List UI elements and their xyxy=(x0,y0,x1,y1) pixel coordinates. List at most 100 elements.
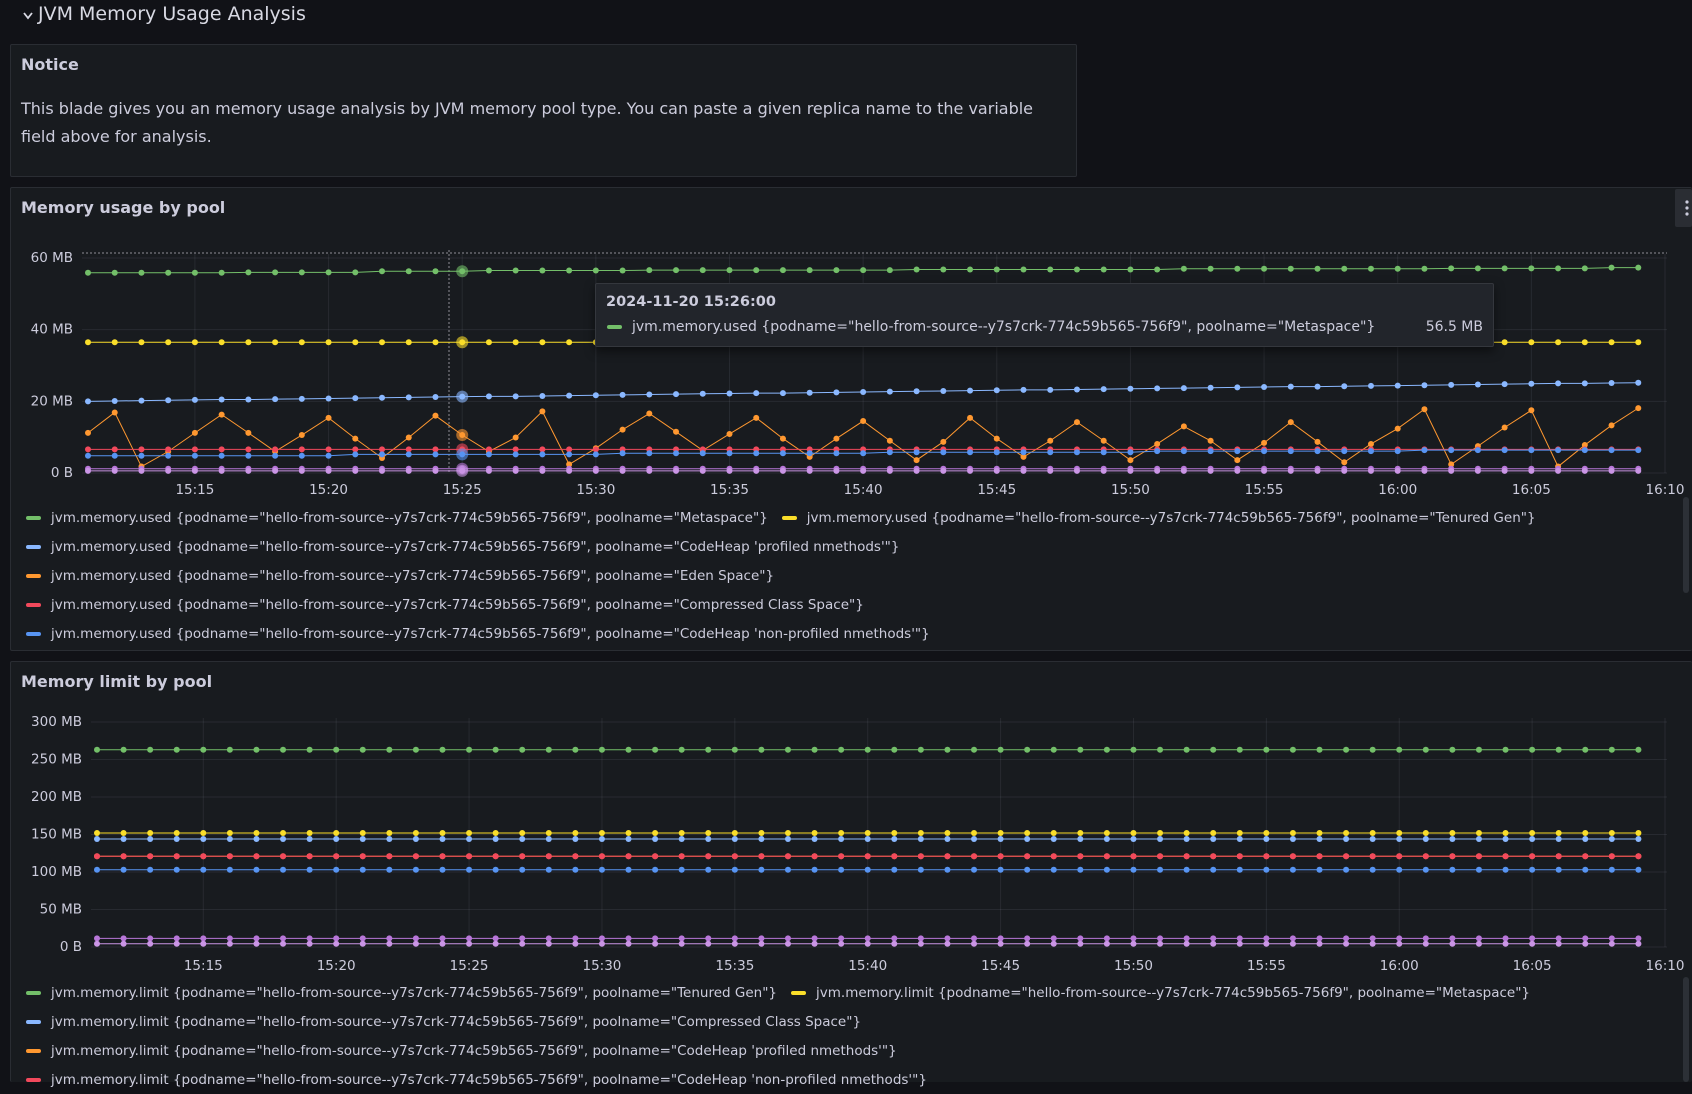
data-point xyxy=(572,935,579,942)
data-point xyxy=(466,836,473,842)
data-point xyxy=(1608,746,1615,753)
data-point xyxy=(1073,449,1080,456)
data-point xyxy=(1581,339,1588,346)
data-point xyxy=(333,853,340,860)
data-point xyxy=(359,940,366,947)
data-point xyxy=(1234,265,1241,272)
data-point xyxy=(253,940,260,947)
data-point xyxy=(592,467,599,474)
legend-item[interactable]: jvm.memory.used {podname="hello-from-sou… xyxy=(781,510,1536,526)
x-tick-label: 15:45 xyxy=(977,482,1016,498)
data-point xyxy=(1073,419,1080,426)
data-point xyxy=(1236,935,1243,942)
data-point xyxy=(512,267,519,274)
data-point xyxy=(1501,339,1508,346)
data-point xyxy=(539,446,546,453)
data-point xyxy=(439,836,446,842)
legend-item[interactable]: jvm.memory.used {podname="hello-from-sou… xyxy=(26,626,930,642)
data-point xyxy=(1050,853,1057,860)
legend-item[interactable]: jvm.memory.limit {podname="hello-from-so… xyxy=(26,1014,861,1030)
data-point xyxy=(1608,830,1615,836)
data-point xyxy=(85,446,91,453)
data-point xyxy=(1555,265,1562,272)
data-point xyxy=(1343,836,1350,842)
x-tick-label: 15:40 xyxy=(848,958,887,974)
data-point xyxy=(165,446,172,453)
legend-item[interactable]: jvm.memory.limit {podname="hello-from-so… xyxy=(26,985,777,1001)
data-point xyxy=(886,388,893,395)
data-point xyxy=(200,746,207,753)
data-point xyxy=(1421,406,1428,413)
data-point xyxy=(1077,935,1084,942)
x-tick-label: 15:50 xyxy=(1111,482,1150,498)
data-point xyxy=(572,940,579,947)
data-point xyxy=(1024,746,1031,753)
data-point xyxy=(1555,339,1562,346)
data-point xyxy=(306,746,313,753)
legend-swatch xyxy=(781,515,797,520)
data-point xyxy=(1582,830,1589,836)
data-point xyxy=(333,836,340,842)
data-point xyxy=(1234,384,1241,391)
data-point xyxy=(539,451,546,458)
data-point xyxy=(173,866,180,873)
data-point xyxy=(85,467,91,474)
data-point xyxy=(993,449,1000,456)
data-point xyxy=(512,393,519,400)
tooltip-swatch xyxy=(607,325,622,329)
data-point xyxy=(298,339,305,346)
data-point xyxy=(298,432,305,439)
legend-item[interactable]: jvm.memory.used {podname="hello-from-sou… xyxy=(26,539,899,555)
legend-item[interactable]: jvm.memory.limit {podname="hello-from-so… xyxy=(791,985,1530,1001)
data-point xyxy=(147,853,154,860)
collapse-chevron[interactable] xyxy=(22,10,34,22)
data-point xyxy=(120,866,127,873)
legend-scrollbar[interactable] xyxy=(1683,497,1689,593)
data-point xyxy=(492,935,499,942)
legend-swatch xyxy=(26,1048,41,1053)
legend-item[interactable]: jvm.memory.used {podname="hello-from-sou… xyxy=(26,597,864,613)
data-point xyxy=(598,836,605,842)
data-point xyxy=(226,853,233,860)
data-point xyxy=(1263,836,1270,842)
data-point xyxy=(1529,935,1536,942)
legend-swatch xyxy=(26,990,41,995)
data-point xyxy=(432,467,439,474)
data-point xyxy=(333,866,340,873)
data-point xyxy=(891,830,898,836)
data-point xyxy=(678,836,685,842)
data-point xyxy=(1289,853,1296,860)
data-point xyxy=(1180,467,1187,474)
data-point xyxy=(598,853,605,860)
data-point xyxy=(1077,853,1084,860)
data-point xyxy=(1502,866,1509,873)
data-point xyxy=(1369,830,1376,836)
section-title[interactable]: JVM Memory Usage Analysis xyxy=(38,3,306,25)
data-point xyxy=(545,830,552,836)
data-point xyxy=(1289,746,1296,753)
legend-item[interactable]: jvm.memory.used {podname="hello-from-sou… xyxy=(26,510,768,526)
data-point xyxy=(1502,853,1509,860)
data-point xyxy=(1369,836,1376,842)
legend-row: jvm.memory.limit {podname="hello-from-so… xyxy=(26,978,1530,1007)
data-point xyxy=(1529,746,1536,753)
data-point xyxy=(1608,339,1615,346)
data-point xyxy=(619,267,626,274)
data-point xyxy=(173,836,180,842)
notice-text: This blade gives you an memory usage ana… xyxy=(21,99,1034,146)
data-point xyxy=(940,266,947,273)
legend-scrollbar[interactable] xyxy=(1683,977,1689,1082)
panel-title: Memory limit by pool xyxy=(21,672,213,691)
x-tick-label: 15:30 xyxy=(582,958,621,974)
y-tick-label: 300 MB xyxy=(31,714,82,730)
data-point xyxy=(678,940,685,947)
data-point xyxy=(944,746,951,753)
panel-menu[interactable] xyxy=(1675,189,1692,227)
legend-item[interactable]: jvm.memory.limit {podname="hello-from-so… xyxy=(26,1043,897,1059)
data-point xyxy=(386,866,393,873)
data-point xyxy=(1050,940,1057,947)
data-point xyxy=(1130,853,1137,860)
data-point xyxy=(1287,265,1294,272)
data-point xyxy=(917,836,924,842)
legend-item[interactable]: jvm.memory.used {podname="hello-from-sou… xyxy=(26,568,774,584)
